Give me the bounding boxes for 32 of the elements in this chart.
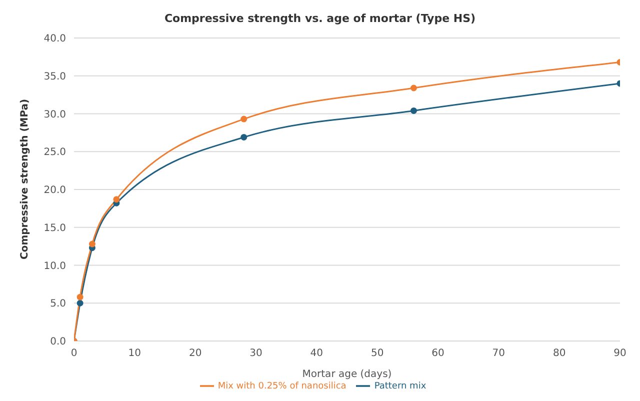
y-tick-label: 25.0 xyxy=(44,147,66,158)
y-tick-label: 15.0 xyxy=(44,222,66,234)
chart-title: Compressive strength vs. age of mortar (Type HS) xyxy=(163,12,477,25)
x-axis-title: Mortar age (days) xyxy=(302,369,392,380)
y-tick-label: 0.0 xyxy=(50,336,66,348)
legend-label: Mix with 0.25% of nanosilica xyxy=(218,381,346,392)
y-tick-label: 5.0 xyxy=(50,298,66,310)
x-tick-label: 10 xyxy=(128,348,142,360)
y-axis-title: Compressive strength (MPa) xyxy=(20,98,31,260)
point xyxy=(113,196,120,203)
point xyxy=(76,300,84,306)
point xyxy=(410,107,417,114)
y-tick-label: 30.0 xyxy=(44,109,66,120)
x-tick-label: 70 xyxy=(492,348,506,360)
point xyxy=(76,294,84,300)
x-tick-label: 20 xyxy=(188,348,202,360)
point xyxy=(88,240,96,248)
x-tick-label: 90 xyxy=(614,348,626,360)
x-tick-label: 60 xyxy=(432,348,444,360)
y-tick-label: 10.0 xyxy=(44,260,66,272)
y-tick-label: 20.0 xyxy=(44,185,66,196)
y-tick-label: 35.0 xyxy=(44,71,66,82)
x-tick-label: 0 xyxy=(70,348,78,360)
x-tick-label: 50 xyxy=(370,348,384,360)
point xyxy=(240,134,248,140)
point xyxy=(410,84,417,92)
x-tick-label: 30 xyxy=(250,348,262,360)
x-tick-label: 40 xyxy=(310,348,324,360)
x-tick-label: 80 xyxy=(552,348,566,360)
point xyxy=(240,116,248,122)
legend-label: Pattern mix xyxy=(374,381,426,392)
y-tick-label: 40.0 xyxy=(44,34,66,45)
